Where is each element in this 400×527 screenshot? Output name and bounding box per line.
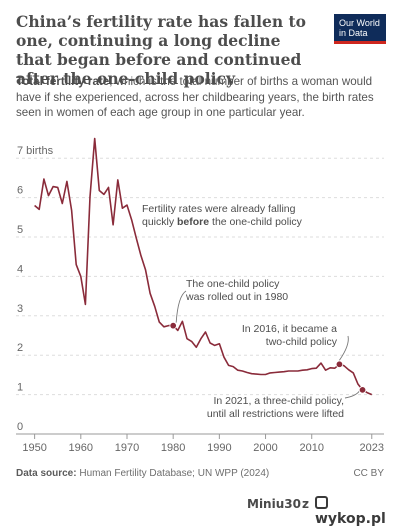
annotation-run: was rolled out in 1980 [185, 291, 288, 303]
annotation-connectors [175, 290, 360, 399]
x-tick-label: 1980 [161, 442, 185, 454]
annotation-run: In 2016, it became a [242, 323, 337, 335]
fertility-chart: 0 1 2 3 4 5 6 7 births 1950 1960 1970 1980 1990 2000… [16, 137, 384, 454]
y-tick-label: 2 [17, 342, 23, 354]
y-tick-label: 0 [17, 421, 23, 433]
logo-line-2: in Data [339, 28, 368, 38]
annotation-run: quickly [142, 216, 177, 228]
y-tick-label: 5 [17, 224, 23, 236]
annotation-line: The one-child policy [186, 278, 280, 290]
y-tick-label: 3 [17, 303, 23, 315]
source-text: Human Fertility Database; UN WPP (2024) [76, 468, 270, 479]
annotation-line: In 2021, a three-child policy, [213, 395, 344, 407]
x-tick-label: 1970 [115, 442, 139, 454]
y-axis: 0 1 2 3 4 5 6 7 births [17, 145, 54, 433]
watermark-z: z [302, 497, 309, 511]
x-tick-label: 2010 [299, 442, 323, 454]
subtitle-rest: , which is the total number of births a … [16, 75, 374, 119]
chart-title: China’s fertility rate has fallen to one… [16, 12, 306, 88]
y-tick-label: 7 births [17, 145, 54, 157]
annotations: Fertility rates were already falling quic… [142, 203, 344, 420]
annotation-line: quickly before the one-child policy [142, 216, 303, 228]
annotation-text: Fertility rates were already falling quic… [142, 203, 303, 228]
subtitle-bold: Total fertility rate [16, 75, 110, 88]
source-label: Data source: [16, 468, 77, 479]
watermark: Miniu30 z wykop.pl [0, 492, 400, 527]
logo-line-1: Our World [339, 18, 380, 28]
annotation-connector [344, 390, 360, 399]
license-link[interactable]: CC BY [353, 468, 384, 479]
y-tick-label: 4 [17, 263, 23, 275]
annotation-run: until all restrictions were lifted [207, 408, 344, 420]
annotation-text: In 2021, a three-child policy, until all … [207, 395, 344, 420]
annotation-line: In 2016, it became a [242, 323, 337, 335]
x-tick-label: 2023 [360, 442, 384, 454]
annotation-run: In 2021, a three-child policy, [213, 395, 344, 407]
annotation-line: was rolled out in 1980 [185, 291, 288, 303]
annotation-text: In 2016, it became a two-child policy [242, 323, 338, 348]
annotation-emphasis: before [177, 216, 209, 228]
annotation-run: The one-child policy [186, 278, 280, 290]
annotation-run: two-child policy [266, 336, 338, 348]
data-marker [169, 321, 177, 330]
x-axis: 1950 1960 1970 1980 1990 2000 2010 2023 [22, 434, 384, 454]
footer: Data source: Human Fertility Database; U… [16, 468, 384, 479]
annotation-run: the one-child policy [209, 216, 303, 228]
owid-logo[interactable]: Our World in Data [334, 14, 386, 44]
watermark-site: wykop.pl [315, 495, 400, 527]
markers [169, 321, 367, 394]
x-tick-label: 1990 [207, 442, 231, 454]
annotation-connector [339, 335, 349, 361]
x-tick-label: 1950 [22, 442, 46, 454]
wykop-logo-icon [315, 496, 328, 509]
x-tick-label: 1960 [69, 442, 93, 454]
y-tick-label: 6 [17, 185, 23, 197]
data-marker [335, 360, 344, 368]
data-marker [358, 386, 367, 394]
annotation-connector [175, 290, 187, 323]
chart-subtitle: Total fertility rate, which is the total… [16, 74, 388, 121]
x-tick-label: 2000 [253, 442, 277, 454]
annotation-line: two-child policy [266, 336, 338, 348]
watermark-user: Miniu30 [247, 497, 301, 511]
watermark-site-text: wykop.pl [315, 511, 386, 527]
annotation-line: Fertility rates were already falling [142, 203, 296, 215]
annotation-line: until all restrictions were lifted [207, 408, 344, 420]
y-tick-label: 1 [17, 382, 23, 394]
annotation-run: Fertility rates were already falling [142, 203, 296, 215]
series-line [34, 137, 373, 396]
gridlines [16, 157, 384, 435]
annotation-text: The one-child policy was rolled out in 19… [185, 278, 288, 303]
